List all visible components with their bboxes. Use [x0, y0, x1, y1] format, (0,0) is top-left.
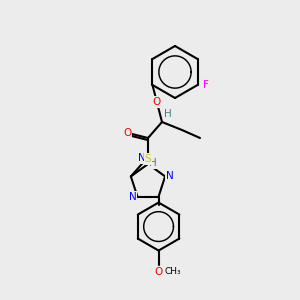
Text: S: S: [145, 154, 151, 164]
Text: F: F: [202, 80, 208, 90]
Text: H: H: [164, 109, 172, 119]
Text: N: N: [166, 171, 174, 182]
Text: H: H: [149, 158, 157, 168]
Text: O: O: [123, 128, 131, 138]
Text: CH₃: CH₃: [164, 267, 181, 276]
Text: O: O: [154, 267, 163, 277]
Text: N: N: [128, 192, 136, 202]
Text: O: O: [153, 97, 161, 106]
Text: N: N: [138, 153, 146, 163]
